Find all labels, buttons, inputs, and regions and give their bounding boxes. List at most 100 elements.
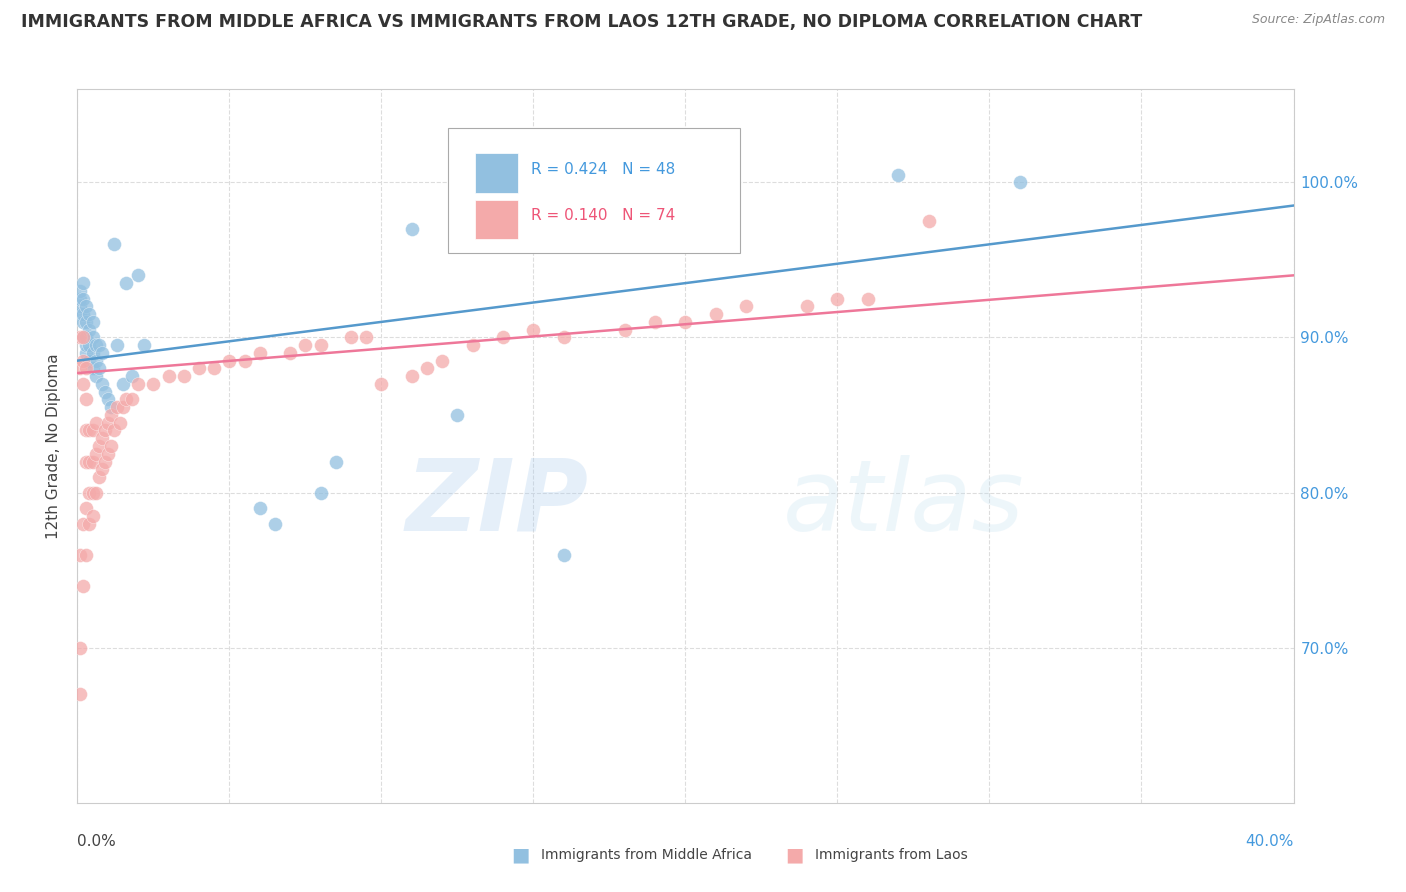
Point (157, 369, 180, 384)
Point (100, 408, 122, 422)
Point (75, 346, 97, 360)
Point (79, 353, 101, 368)
Point (72, 353, 94, 368)
Point (432, 353, 454, 368)
Point (127, 376, 149, 391)
Point (75, 424, 97, 438)
Point (82, 346, 104, 360)
Point (82, 485, 104, 500)
FancyBboxPatch shape (475, 153, 517, 193)
Point (796, 299, 818, 313)
Point (75, 330, 97, 344)
Point (735, 299, 758, 313)
Point (100, 401, 122, 415)
Text: atlas: atlas (783, 455, 1025, 551)
Y-axis label: 12th Grade, No Diploma: 12th Grade, No Diploma (46, 353, 62, 539)
Point (121, 369, 143, 384)
Text: ■: ■ (785, 845, 804, 864)
Point (416, 361, 439, 376)
Point (115, 392, 138, 407)
Point (75, 338, 97, 352)
Point (105, 401, 128, 415)
Point (69, 330, 91, 344)
Point (294, 338, 316, 352)
Point (461, 338, 484, 352)
Point (134, 338, 156, 352)
Point (553, 548, 575, 562)
Point (69, 292, 91, 306)
Point (644, 315, 666, 329)
Text: ZIP: ZIP (405, 455, 588, 551)
Point (72, 276, 94, 290)
Point (100, 439, 122, 453)
Point (84, 416, 107, 430)
Point (188, 361, 211, 376)
Point (79, 307, 101, 321)
Point (309, 338, 332, 352)
Point (84, 353, 107, 368)
Point (613, 323, 636, 337)
Point (69, 640, 91, 655)
Point (93, 454, 115, 468)
Point (264, 516, 287, 531)
Point (93, 424, 115, 438)
Point (87, 338, 110, 352)
Point (82, 361, 104, 376)
Point (82, 454, 104, 468)
Text: R = 0.424   N = 48: R = 0.424 N = 48 (531, 161, 675, 177)
Point (887, 168, 910, 182)
Point (72, 315, 94, 329)
Point (79, 516, 101, 531)
Point (93, 384, 115, 399)
Point (75, 361, 97, 376)
Text: Immigrants from Middle Africa: Immigrants from Middle Africa (541, 847, 752, 862)
Point (72, 307, 94, 321)
Point (142, 376, 165, 391)
Point (278, 346, 301, 360)
Point (69, 307, 91, 321)
Point (84, 369, 107, 384)
Point (75, 392, 97, 407)
Point (1008, 175, 1031, 189)
Point (90, 346, 112, 360)
Point (446, 408, 468, 422)
Point (84, 338, 107, 352)
Point (309, 485, 332, 500)
Point (401, 222, 423, 236)
Point (97, 416, 120, 430)
Point (522, 323, 544, 337)
Point (84, 485, 107, 500)
Point (75, 501, 97, 516)
Point (704, 307, 727, 321)
Point (75, 299, 97, 313)
Text: Source: ZipAtlas.com: Source: ZipAtlas.com (1251, 13, 1385, 27)
Point (72, 292, 94, 306)
Point (87, 439, 110, 453)
Point (82, 315, 104, 329)
Point (249, 501, 271, 516)
Point (75, 548, 97, 562)
Point (82, 508, 104, 523)
Point (115, 276, 138, 290)
Point (249, 346, 271, 360)
Text: Immigrants from Laos: Immigrants from Laos (815, 847, 969, 862)
Point (79, 454, 101, 468)
Point (354, 330, 377, 344)
Point (90, 431, 112, 445)
Text: ■: ■ (510, 845, 530, 864)
Point (105, 338, 128, 352)
Point (69, 687, 91, 701)
Point (492, 330, 515, 344)
Point (121, 392, 143, 407)
Point (69, 299, 91, 313)
Point (325, 454, 347, 468)
Point (918, 214, 941, 228)
Point (856, 292, 879, 306)
Point (72, 330, 94, 344)
Point (103, 424, 125, 438)
Text: 0.0%: 0.0% (77, 834, 117, 849)
Text: R = 0.140   N = 74: R = 0.140 N = 74 (531, 208, 675, 223)
Point (75, 454, 97, 468)
Point (370, 376, 392, 391)
Point (69, 361, 91, 376)
